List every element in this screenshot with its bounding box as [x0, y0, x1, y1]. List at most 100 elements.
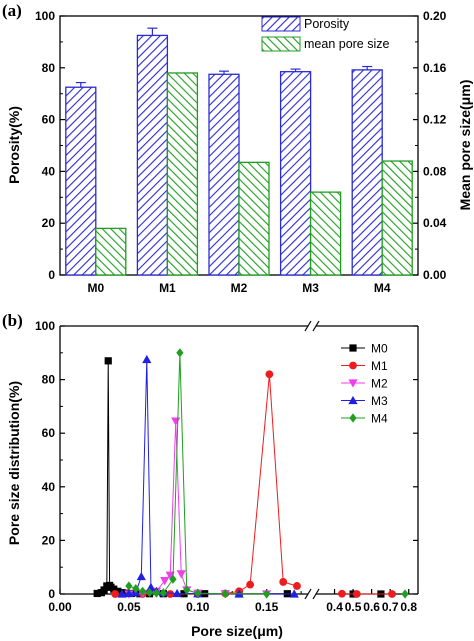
data-point-m4	[221, 589, 229, 599]
y2-tick-label: 0.20	[423, 9, 447, 23]
data-point-m4	[194, 588, 202, 598]
legend-marker-m1	[349, 361, 357, 370]
series-line-m0	[97, 360, 288, 595]
porosity-bar	[279, 71, 312, 276]
data-point-m4	[132, 584, 140, 594]
data-point-m4	[183, 585, 191, 595]
x-tick-label: M3	[302, 281, 319, 295]
porosity-bar	[351, 69, 383, 276]
legend-label-m3: M3	[371, 394, 388, 408]
x-tick-label: 0.7	[382, 600, 399, 614]
x-tick-label: 0.15	[255, 600, 279, 614]
y-tick-label: 40	[42, 164, 56, 178]
series-m4	[125, 348, 409, 599]
y2-tick-label: 0.16	[423, 61, 447, 75]
panel-a-y2-axis-title: Mean pore size(μm)	[457, 80, 473, 211]
data-point-m3	[146, 582, 156, 591]
porosity-bar	[136, 34, 169, 276]
data-point-m3	[289, 589, 299, 598]
data-point-m1	[265, 370, 274, 379]
data-point-m1	[279, 578, 288, 586]
y-tick-label: 60	[42, 426, 56, 440]
data-point-m4	[263, 589, 271, 599]
data-point-m4	[139, 586, 147, 596]
mean-pore-size-bar	[166, 72, 199, 276]
porosity-bar	[208, 73, 240, 276]
panel-b-x-axis-title: Pore size(μm)	[191, 623, 283, 639]
axis-break-mark	[304, 588, 312, 600]
series-line-m1	[115, 374, 298, 595]
legend-marker-m0	[349, 344, 357, 352]
series-m3	[117, 354, 299, 598]
data-point-m4	[176, 348, 184, 358]
porosity-bar	[65, 86, 97, 276]
panel-b-plot-frame	[59, 320, 419, 600]
x-tick-label: 0.05	[117, 600, 141, 614]
legend-label-m0: M0	[371, 342, 388, 356]
data-point-m0	[93, 589, 101, 598]
series-m0	[93, 357, 385, 598]
x-tick-label: 0.4	[326, 600, 343, 614]
x-tick-label: 0.6	[363, 600, 380, 614]
data-point-m0	[104, 357, 112, 365]
y-tick-label: 80	[42, 373, 56, 387]
y-tick-label: 40	[42, 480, 56, 494]
data-point-m2	[160, 577, 170, 586]
x-tick-label: 0.8	[400, 600, 417, 614]
y-tick-label: 0	[48, 587, 55, 601]
data-point-m2	[176, 570, 186, 579]
x-tick-label: M1	[159, 281, 176, 295]
y-tick-label: 0	[48, 268, 55, 282]
data-point-m3	[124, 588, 134, 598]
legend-label-m2: M2	[371, 377, 388, 391]
mean-pore-size-bar	[95, 227, 127, 276]
legend-marker-m2	[348, 379, 358, 388]
legend-marker-m3	[348, 395, 358, 405]
y2-tick-label: 0.00	[423, 268, 447, 282]
data-point-m4	[169, 574, 177, 584]
panel-b-tick-labels: 0 20 40 60 80 100 0.00 0.05 0.10 0.15 0.4 0.5 0.6 0.7…	[35, 319, 417, 614]
legend-label-mean-pore-size: mean pore size	[304, 37, 390, 51]
mean-pore-size-bar	[238, 161, 270, 276]
series-m1	[111, 370, 396, 598]
series-line-m3	[121, 359, 295, 595]
data-point-m3	[117, 589, 127, 598]
data-point-m2	[165, 571, 175, 580]
y-tick-label: 100	[35, 319, 55, 333]
data-point-m4	[159, 588, 167, 598]
data-point-m1	[166, 590, 175, 598]
axis-break-mark	[312, 588, 320, 600]
y2-tick-label: 0.04	[423, 216, 447, 230]
y-tick-label: 20	[42, 533, 56, 547]
data-point-m3	[172, 588, 182, 598]
y-tick-label: 60	[42, 113, 56, 127]
panel-a-y-axis-title: Porosity(%)	[6, 106, 22, 184]
data-point-m3	[136, 571, 146, 581]
data-point-m0	[110, 585, 118, 593]
data-point-m4	[125, 581, 133, 591]
data-point-m1	[338, 589, 346, 598]
panel-b-legend: M0 M1 M2 M3 M4	[341, 342, 388, 426]
panel-b-series	[93, 348, 409, 599]
legend-swatch-porosity	[261, 16, 301, 32]
data-point-m3	[142, 354, 152, 364]
data-point-m4	[145, 588, 154, 598]
data-point-m1	[293, 582, 301, 590]
panel-a-bars	[65, 27, 413, 276]
data-point-m1	[246, 580, 255, 589]
x-tick-label: 0.10	[186, 600, 210, 614]
data-point-m1	[352, 590, 361, 598]
panel-b-label: (b)	[2, 311, 23, 330]
x-tick-label: M0	[87, 281, 104, 295]
data-point-m1	[388, 590, 396, 598]
data-point-m4	[152, 588, 161, 598]
legend-label-m4: M4	[371, 412, 388, 426]
y-tick-label: 80	[42, 61, 56, 75]
legend-label-porosity: Porosity	[304, 17, 350, 31]
x-tick-label: 0.00	[48, 600, 72, 614]
data-point-m4	[401, 589, 409, 599]
series-line-m4	[128, 352, 267, 595]
x-tick-label: 0.5	[345, 600, 362, 614]
y-tick-label: 100	[35, 9, 55, 23]
